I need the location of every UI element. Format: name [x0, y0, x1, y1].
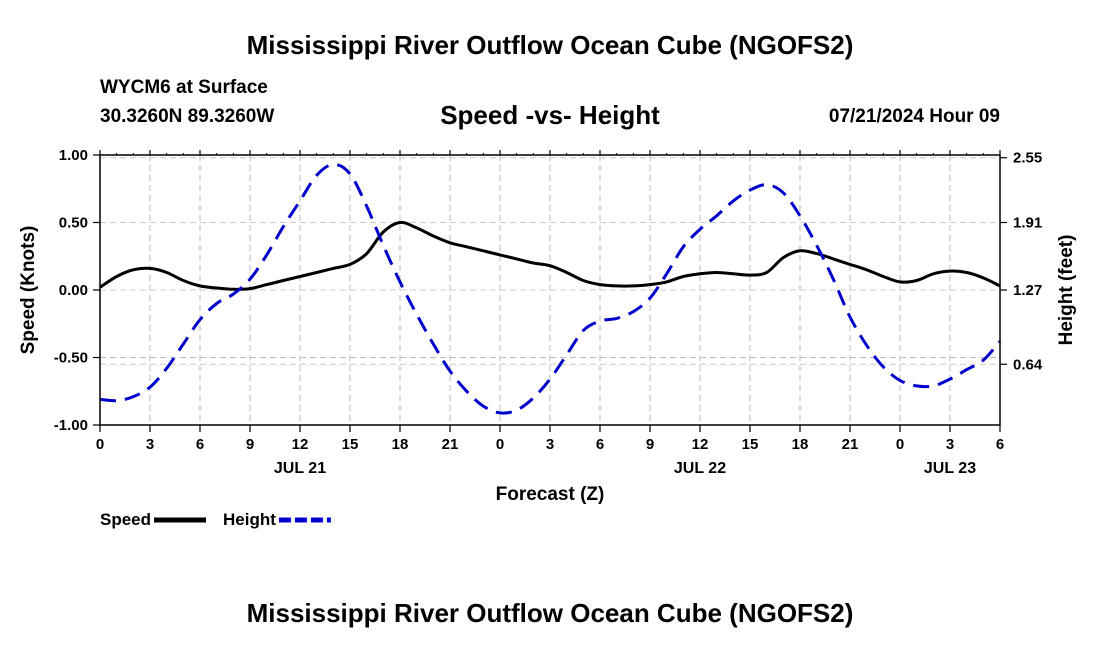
- y-left-tick-label: 1.00: [59, 147, 88, 164]
- x-date-label: JUL 23: [924, 460, 976, 477]
- y-axis-right-label: Height (feet): [1056, 235, 1077, 346]
- x-tick-label: 18: [792, 436, 809, 453]
- y-right-tick-label: 1.27: [1013, 282, 1042, 299]
- legend: Speed Height: [100, 510, 331, 529]
- x-tick-label: 9: [246, 436, 254, 453]
- axis-ticks: 0 3 6 9 12 15 18 21 0 3 6 9 12 15 18 21 0 3 6 JUL 21 JUL 22 J…: [54, 147, 1043, 477]
- x-tick-label: 0: [896, 436, 904, 453]
- y-right-tick-label: 1.91: [1013, 215, 1042, 232]
- forecast-datetime: 07/21/2024 Hour 09: [828, 106, 1000, 127]
- y-left-tick-label: -0.50: [54, 350, 88, 367]
- y-left-tick-label: 0.50: [59, 215, 88, 232]
- x-tick-label: 9: [646, 436, 654, 453]
- x-tick-label: 0: [96, 436, 104, 453]
- legend-speed-label: Speed: [100, 510, 151, 529]
- x-tick-label: 18: [392, 436, 409, 453]
- x-tick-label: 21: [842, 436, 859, 453]
- coordinates-label: 30.3260N 89.3260W: [100, 106, 275, 127]
- x-tick-label: 15: [742, 436, 759, 453]
- x-tick-label: 15: [342, 436, 359, 453]
- y-left-tick-label: -1.00: [54, 417, 88, 434]
- x-date-label: JUL 21: [274, 460, 326, 477]
- chart-title: Mississippi River Outflow Ocean Cube (NG…: [246, 30, 854, 60]
- series-height-line: [99, 162, 1002, 415]
- x-tick-label: 3: [146, 436, 154, 453]
- x-tick-label: 21: [442, 436, 459, 453]
- y-axis-left-label: Speed (Knots): [18, 226, 39, 355]
- chart-subtitle: Speed -vs- Height: [440, 100, 660, 130]
- series-lines: [99, 162, 1002, 415]
- x-tick-label: 3: [546, 436, 554, 453]
- y-right-tick-label: 2.55: [1013, 150, 1042, 167]
- x-tick-label: 6: [596, 436, 604, 453]
- x-tick-label: 6: [996, 436, 1004, 453]
- x-tick-label: 6: [196, 436, 204, 453]
- x-tick-label: 12: [292, 436, 309, 453]
- x-tick-label: 3: [946, 436, 954, 453]
- series-speed-line: [99, 220, 1001, 291]
- x-tick-label: 0: [496, 436, 504, 453]
- x-tick-label: 12: [692, 436, 709, 453]
- legend-height-label: Height: [223, 510, 276, 529]
- x-date-label: JUL 22: [674, 460, 726, 477]
- x-axis-label: Forecast (Z): [496, 484, 605, 505]
- y-right-tick-label: 0.64: [1013, 356, 1043, 373]
- footer-title: Mississippi River Outflow Ocean Cube (NG…: [246, 598, 854, 628]
- y-left-tick-label: 0.00: [59, 282, 88, 299]
- station-label: WYCM6 at Surface: [100, 77, 268, 98]
